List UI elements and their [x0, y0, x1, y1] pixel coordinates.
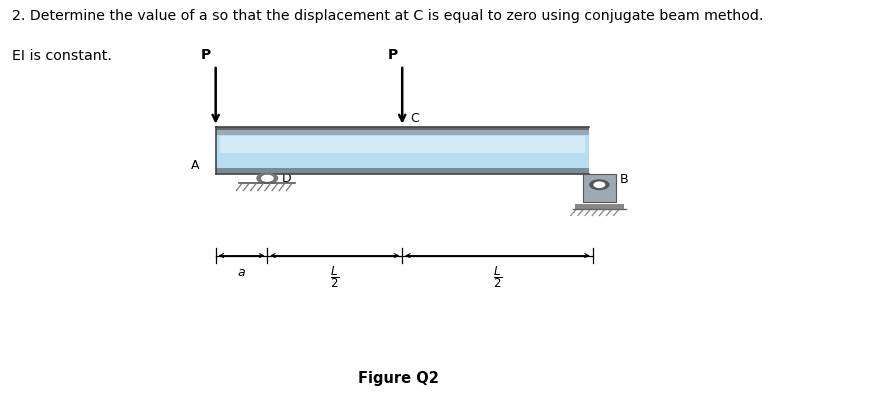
Bar [216, 126, 588, 130]
Text: $\dfrac{L}{2}$: $\dfrac{L}{2}$ [330, 264, 339, 290]
Circle shape [594, 182, 604, 187]
Text: 2. Determine the value of a so that the displacement at C is equal to zero using: 2. Determine the value of a so that the … [11, 9, 763, 23]
Circle shape [261, 176, 273, 181]
Text: C: C [410, 112, 419, 124]
Text: $a$: $a$ [237, 266, 246, 278]
Bar [216, 126, 588, 174]
Bar [216, 126, 588, 135]
Bar [582, 174, 616, 202]
Text: $\dfrac{L}{2}$: $\dfrac{L}{2}$ [493, 264, 503, 290]
Bar [216, 168, 588, 174]
Text: Figure Q2: Figure Q2 [358, 371, 438, 386]
Bar [574, 204, 624, 209]
Text: A: A [191, 159, 200, 172]
Text: EI is constant.: EI is constant. [11, 49, 111, 63]
Bar [219, 136, 585, 153]
Circle shape [257, 173, 278, 184]
Text: P: P [201, 48, 211, 62]
Circle shape [590, 180, 609, 190]
Text: D: D [282, 172, 291, 185]
Text: B: B [620, 173, 629, 186]
Text: P: P [388, 48, 398, 62]
